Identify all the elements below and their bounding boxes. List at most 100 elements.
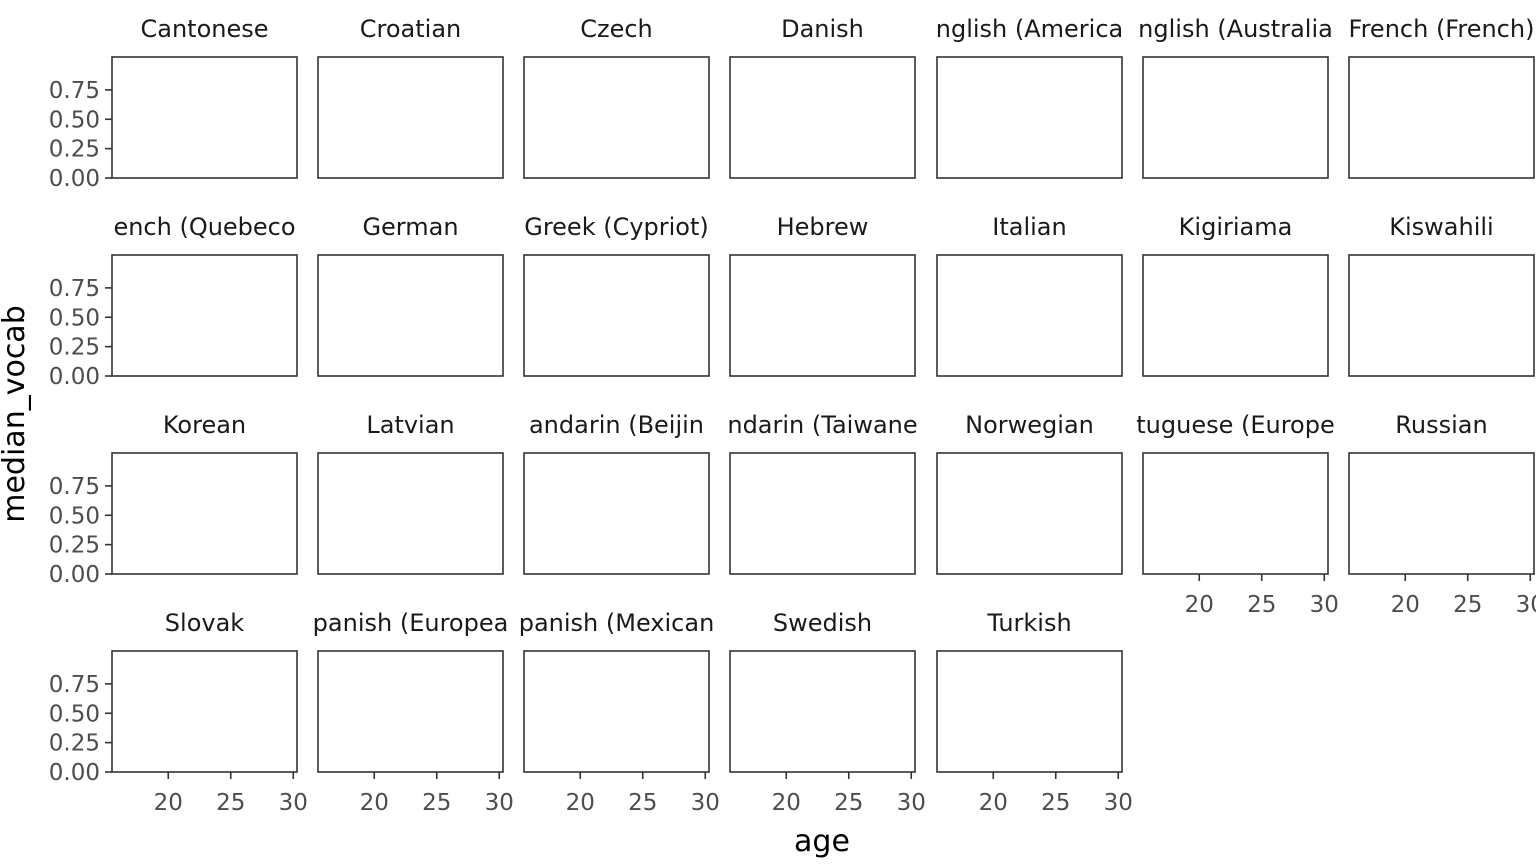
panel-border [1142,254,1329,377]
panel-border [523,650,710,773]
panel-border [936,56,1123,179]
panel-border [523,452,710,575]
panel-border [317,254,504,377]
facet-title: Czech [580,15,653,43]
facet-title: Swedish [773,609,872,637]
y-tick-label: 0.00 [49,562,100,588]
facet-cantonese: Cantonese 0.00 0.25 0.50 0.75 [49,15,298,192]
panel-border [1348,56,1535,179]
facet-swedish: Swedish 20 25 30 [729,609,926,816]
x-tick-label: 20 [772,790,801,816]
panel-border [1142,452,1329,575]
facet-czech: Czech [523,15,710,179]
y-tick-label: 0.25 [49,731,100,757]
panel-border [111,650,298,773]
y-tick-label: 0.50 [49,107,100,133]
facet-turkish: Turkish 20 25 30 [936,609,1133,816]
y-tick-label: 0.50 [49,701,100,727]
facet-title: Kiswahili [1389,213,1493,241]
facet-portuguese-european: tuguese (Europe 20 25 30 [1136,411,1339,618]
facet-title: andarin (Beijin [529,411,704,439]
facet-title: ndarin (Taiwane [727,411,917,439]
facet-french-quebecois: ench (Quebeco 0.00 0.25 0.50 0.75 [49,213,298,390]
facet-english-australian: nglish (Australia [1138,15,1333,179]
panel-border [729,452,916,575]
y-tick-label: 0.50 [49,503,100,529]
facet-title: panish (Mexican [519,609,715,637]
facet-title: Turkish [986,609,1071,637]
y-tick-label: 0.75 [49,672,100,698]
facet-title: tuguese (Europe [1136,411,1335,439]
y-tick-label: 0.25 [49,137,100,163]
x-tick-label: 30 [1104,790,1133,816]
facet-hebrew: Hebrew [729,213,916,377]
facet-title: panish (Europea [313,609,509,637]
y-tick-label: 0.00 [49,760,100,786]
panel-border [317,56,504,179]
facet-german: German [317,213,504,377]
x-tick-label: 30 [1310,592,1339,618]
x-tick-label: 20 [979,790,1008,816]
facet-latvian: Latvian [317,411,504,575]
facet-norwegian: Norwegian [936,411,1123,575]
facet-greek-cypriot: Greek (Cypriot) [523,213,710,377]
y-tick-label: 0.50 [49,305,100,331]
facet-title: ench (Quebeco [113,213,295,241]
facet-french-french: French (French) [1348,15,1535,179]
facet-kigiriama: Kigiriama [1142,213,1329,377]
facet-title: Cantonese [140,15,268,43]
panel-border [111,56,298,179]
y-tick-label: 0.75 [49,474,100,500]
y-tick-label: 0.75 [49,78,100,104]
facet-mandarin-beijing: andarin (Beijin [523,411,710,575]
x-tick-label: 25 [1453,592,1482,618]
facet-title: German [362,213,458,241]
facet-title: Croatian [360,15,461,43]
facet-danish: Danish [729,15,916,179]
facet-title: Danish [781,15,864,43]
panel-border [111,452,298,575]
panel-border [523,254,710,377]
panel-border [1348,254,1535,377]
facet-title: Kigiriama [1179,213,1293,241]
x-tick-label: 20 [154,790,183,816]
facet-spanish-european: panish (Europea 20 25 30 [313,609,514,816]
facet-title: Italian [992,213,1066,241]
x-tick-label: 25 [1041,790,1070,816]
panel-border [729,56,916,179]
x-tick-label: 25 [834,790,863,816]
panel-border [936,254,1123,377]
y-axis-title: median_vocab [0,305,32,523]
x-tick-label: 25 [422,790,451,816]
facet-title: French (French) [1349,15,1535,43]
facet-title: Greek (Cypriot) [524,213,709,241]
facet-english-american: nglish (America [936,15,1124,179]
panel-border [317,452,504,575]
facet-title: Norwegian [965,411,1094,439]
facet-title: Latvian [366,411,454,439]
facet-kiswahili: Kiswahili [1348,213,1535,377]
panel-border [729,650,916,773]
y-tick-label: 0.25 [49,335,100,361]
x-tick-label: 25 [216,790,245,816]
facet-croatian: Croatian [317,15,504,179]
x-tick-label: 25 [628,790,657,816]
y-tick-label: 0.25 [49,533,100,559]
facet-title: Slovak [165,609,244,637]
panel-border [936,452,1123,575]
panel-border [1348,452,1535,575]
facet-title: nglish (America [936,15,1124,43]
panel-border [111,254,298,377]
x-tick-label: 30 [1516,592,1536,618]
x-axis-title: age [794,824,850,859]
panel-border [1142,56,1329,179]
panel-border [317,650,504,773]
x-tick-label: 30 [485,790,514,816]
y-tick-label: 0.00 [49,364,100,390]
x-tick-label: 30 [691,790,720,816]
panel-border [729,254,916,377]
facet-italian: Italian [936,213,1123,377]
facet-spanish-mexican: panish (Mexican 20 25 30 [519,609,720,816]
x-tick-label: 30 [897,790,926,816]
